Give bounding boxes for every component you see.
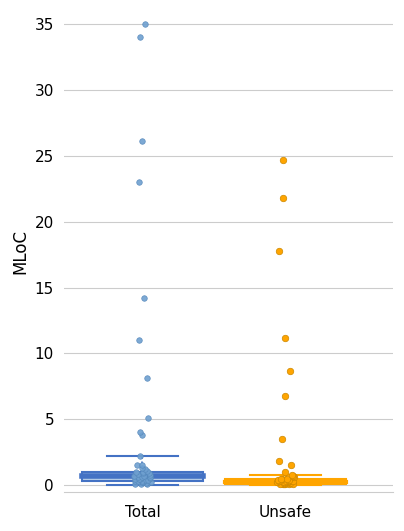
Point [135,470,141,478]
Point [286,477,292,485]
Y-axis label: MLoC: MLoC [11,229,29,274]
Point [146,468,153,477]
Point [274,477,280,486]
Point [281,477,287,486]
Point [147,478,154,487]
Point [281,479,287,488]
Point [144,479,151,488]
Point [131,472,137,480]
Point [146,474,153,482]
Point [286,480,292,489]
Point [283,477,289,485]
Point [276,246,282,255]
Point [137,428,143,436]
Point [142,476,149,484]
Point [134,461,141,469]
Point [135,178,142,186]
Point [136,474,142,483]
Point [278,474,284,483]
Point [290,472,297,480]
Point [137,475,144,483]
Point [282,333,288,342]
Point [147,470,154,479]
Point [282,480,288,489]
Point [139,477,146,486]
Point [139,431,145,439]
Point [286,476,292,484]
Point [282,391,288,400]
Point [142,20,148,29]
Point [137,452,143,460]
Bar [82,472,202,481]
Point [284,474,290,483]
Point [139,476,146,485]
Point [139,473,145,482]
Point [140,468,146,476]
Point [277,479,283,488]
Point [142,465,149,474]
Point [139,137,145,145]
Point [286,479,293,487]
Point [281,479,288,487]
Point [143,466,150,475]
Point [280,194,286,202]
Point [288,470,295,479]
Point [135,477,142,485]
Point [137,33,143,42]
Point [290,476,297,485]
Point [145,476,151,484]
Point [140,478,146,487]
Point [289,479,296,488]
Point [282,468,288,476]
Point [144,374,150,383]
Bar [225,478,346,484]
Point [286,476,292,485]
Point [141,294,147,302]
Point [145,414,152,422]
Point [286,366,293,375]
Point [132,474,138,483]
Point [290,473,297,482]
Point [133,468,139,476]
Point [147,472,153,481]
Point [139,461,145,469]
Point [279,156,286,164]
Point [136,336,143,345]
Point [283,478,289,487]
Point [132,480,139,489]
Point [275,476,281,484]
Point [141,472,147,480]
Point [279,435,286,443]
Point [132,477,138,485]
Point [285,478,291,487]
Point [288,461,295,469]
Point [138,479,145,488]
Point [143,479,149,487]
Point [134,473,141,482]
Point [279,474,286,483]
Point [276,457,282,466]
Point [276,477,282,485]
Point [281,478,288,487]
Point [139,464,145,472]
Point [140,469,147,477]
Point [280,480,286,489]
